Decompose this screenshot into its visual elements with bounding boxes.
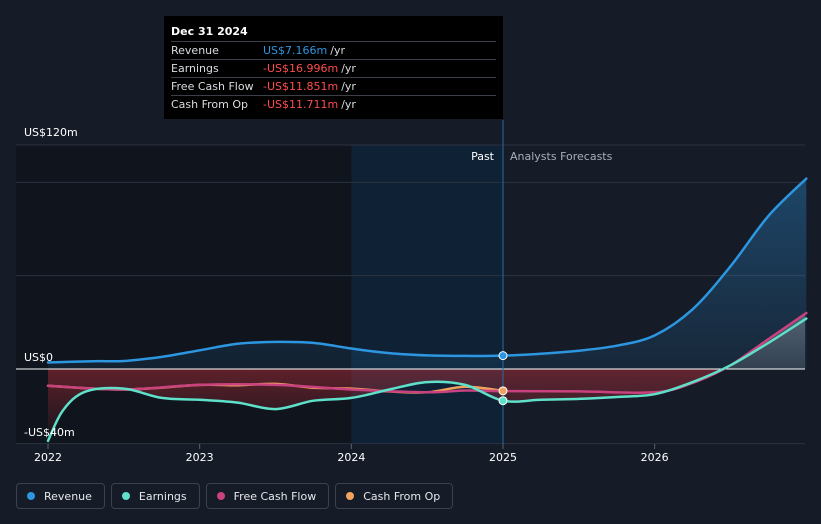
- tooltip-row-revenue: Revenue US$7.166m /yr: [171, 41, 496, 59]
- legend-item-free-cash-flow[interactable]: Free Cash Flow: [205, 483, 330, 509]
- tooltip-value: US$7.166m: [263, 44, 328, 57]
- legend-dot-icon: [346, 492, 355, 500]
- tooltip-value: -US$11.711m: [263, 98, 339, 111]
- tooltip-unit: /yr: [341, 80, 356, 93]
- forecast-label: Analysts Forecasts: [510, 150, 613, 163]
- legend-dot-icon: [121, 492, 130, 500]
- tooltip-row-free-cash-flow: Free Cash Flow -US$11.851m /yr: [171, 77, 496, 95]
- x-tick-label: 2022: [34, 451, 62, 464]
- legend-label: Cash From Op: [363, 489, 441, 503]
- past-label: Past: [471, 150, 495, 163]
- y-axis-zero-label: US$0: [24, 351, 53, 364]
- tooltip-label: Free Cash Flow: [171, 80, 254, 93]
- series-areas: [48, 178, 807, 441]
- tooltip-unit: /yr: [330, 44, 345, 57]
- tooltip-label: Earnings: [171, 62, 219, 75]
- tooltip-value: -US$11.851m: [263, 80, 339, 93]
- legend-item-cash-from-op[interactable]: Cash From Op: [335, 483, 454, 509]
- legend-label: Revenue: [44, 489, 92, 503]
- tooltip-unit: /yr: [341, 98, 356, 111]
- x-tick-label: 2026: [641, 451, 669, 464]
- tooltip-row-earnings: Earnings -US$16.996m /yr: [171, 59, 496, 77]
- marker-revenue: [498, 351, 508, 361]
- x-tick-label: 2024: [337, 451, 365, 464]
- x-tick-label: 2025: [489, 451, 517, 464]
- legend-label: Free Cash Flow: [233, 489, 317, 503]
- legend-dot-icon: [27, 492, 35, 500]
- series-markers: [498, 351, 508, 406]
- tooltip: Dec 31 2024 Revenue US$7.166m /yr Earnin…: [164, 16, 503, 119]
- tooltip-label: Cash From Op: [171, 98, 249, 111]
- series-lines: [46, 177, 808, 443]
- marker-cash-from-op: [498, 386, 508, 396]
- y-axis-bottom-label: -US$40m: [24, 426, 75, 439]
- forecast-positive-area: [654, 313, 806, 369]
- legend: Revenue Earnings Free Cash Flow Cash Fro…: [16, 483, 454, 509]
- x-tick-label: 2023: [186, 451, 214, 464]
- past-region-shade: [351, 145, 503, 444]
- legend-item-earnings[interactable]: Earnings: [110, 483, 200, 509]
- legend-label: Earnings: [138, 489, 187, 503]
- marker-earnings: [498, 396, 508, 406]
- legend-dot-icon: [216, 492, 225, 500]
- tooltip-label: Revenue: [171, 44, 219, 57]
- gridlines: [16, 144, 805, 445]
- negative-area: [48, 369, 805, 441]
- legend-item-revenue[interactable]: Revenue: [16, 483, 105, 509]
- series-line-earnings: [46, 317, 808, 443]
- series-line-revenue: [46, 177, 808, 364]
- tooltip-date: Dec 31 2024: [171, 25, 248, 38]
- tooltip-value: -US$16.996m: [263, 62, 339, 75]
- tooltip-unit: /yr: [341, 62, 356, 75]
- revenue-area: [48, 178, 807, 369]
- tooltip-row-cash-from-op: Cash From Op -US$11.711m /yr: [171, 95, 496, 113]
- x-axis-ticks: 2022 2023 2024 2025 2026: [34, 444, 669, 464]
- y-axis-top-label: US$120m: [24, 126, 78, 139]
